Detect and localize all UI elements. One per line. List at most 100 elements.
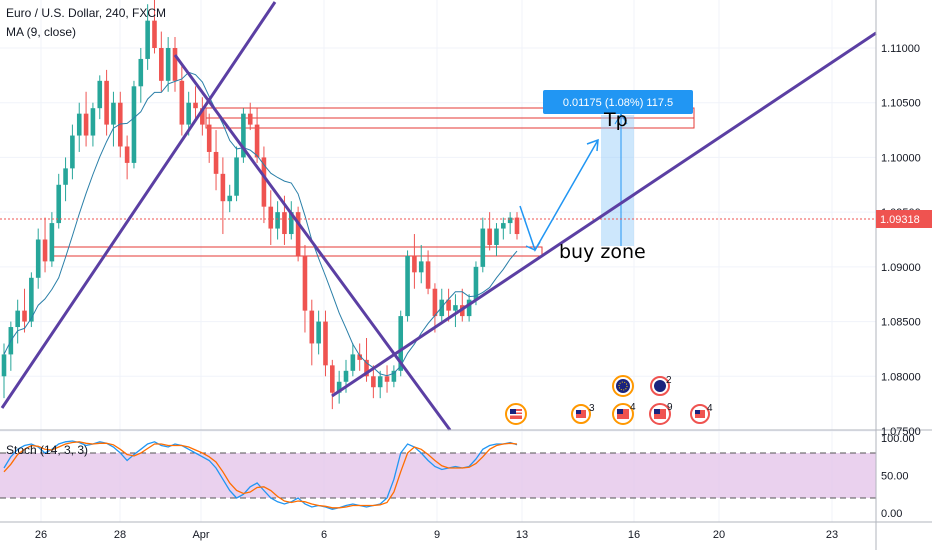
measure-box[interactable] <box>601 115 634 246</box>
candle <box>90 102 96 147</box>
measure-label: 0.01175 (1.08%) 117.5 <box>563 97 673 109</box>
candles <box>1 0 520 410</box>
candle <box>234 146 239 202</box>
stoch-d-line <box>3 441 518 509</box>
measure-label-bg <box>543 90 693 114</box>
stoch-tick-label: 50.00 <box>881 471 909 483</box>
candle <box>56 173 62 229</box>
time-axis[interactable]: 26 28 Apr 6 9 13 16 20 23 <box>35 529 838 541</box>
candle <box>22 288 27 333</box>
candle <box>70 124 75 180</box>
candle <box>432 283 438 333</box>
event-badge-eu-flag[interactable]: 2 <box>650 375 672 396</box>
time-tick-label: 23 <box>826 529 838 541</box>
event-badge-us-flag[interactable]: 9 <box>649 402 673 425</box>
candle <box>104 69 109 136</box>
candle <box>371 365 376 399</box>
candle <box>439 288 445 322</box>
symbol-title: Euro / U.S. Dollar, 240, FXCM <box>6 6 167 20</box>
tp-label[interactable]: Tp <box>603 109 628 131</box>
time-tick-label: 28 <box>114 529 126 541</box>
candle <box>473 261 479 306</box>
candle <box>391 365 397 388</box>
candle <box>288 201 294 240</box>
ma-legend[interactable]: MA (9, close) <box>6 25 76 39</box>
candle <box>247 102 253 131</box>
candle <box>501 217 506 240</box>
time-tick-label: 6 <box>321 529 327 541</box>
current-price-tag <box>876 210 932 228</box>
projection-arrow-head-1 <box>525 241 541 251</box>
candle <box>487 212 492 251</box>
event-badge-us-flag[interactable]: 4 <box>690 403 713 424</box>
buy-zone-label[interactable]: buy zone <box>559 241 646 263</box>
candle <box>405 250 410 322</box>
candle <box>179 64 185 136</box>
candle <box>330 359 335 410</box>
candle <box>377 370 383 399</box>
price-tick-label: 1.09000 <box>881 262 921 274</box>
projection-path[interactable] <box>519 139 599 252</box>
candle <box>507 212 513 235</box>
symbol-legend[interactable]: Euro / U.S. Dollar, 240, FXCM <box>6 6 166 20</box>
price-tick-label: 1.10500 <box>881 98 921 110</box>
time-tick-label: 9 <box>434 529 440 541</box>
candle <box>8 321 14 371</box>
price-axis[interactable]: 1.110001.105001.100001.095001.090001.085… <box>881 43 921 438</box>
candle <box>350 343 356 377</box>
candle <box>309 299 315 366</box>
candle <box>227 184 233 213</box>
candle <box>63 157 68 202</box>
candle <box>152 0 157 54</box>
candle <box>494 223 499 256</box>
trendline-rising-right[interactable] <box>331 31 877 398</box>
candle <box>117 91 123 158</box>
candle <box>172 37 178 92</box>
event-badges: 3 4 2 9 4 <box>505 375 713 425</box>
candle <box>97 75 103 120</box>
candle <box>302 244 308 333</box>
ma-line <box>3 71 518 377</box>
price-tick-label: 1.08000 <box>881 371 921 383</box>
event-badge-count: 4 <box>630 402 636 413</box>
candle <box>138 48 144 103</box>
stoch-tick-label: 100.00 <box>881 433 915 445</box>
candle <box>446 288 451 322</box>
candle <box>206 113 212 163</box>
stoch-legend[interactable]: Stoch (14, 3, 3) <box>6 443 88 457</box>
candle <box>35 228 41 289</box>
event-badge-count: 2 <box>666 375 672 386</box>
event-badge-us-flag[interactable] <box>505 403 527 425</box>
trendline-rising-left[interactable] <box>0 1 277 409</box>
event-badge-eu-flag[interactable] <box>612 375 634 397</box>
event-badge-us-flag[interactable]: 3 <box>571 403 595 424</box>
candle <box>49 212 55 267</box>
candle <box>316 310 321 355</box>
stoch-band <box>0 453 876 498</box>
candle <box>159 31 164 92</box>
candle <box>241 108 246 163</box>
price-tick-label: 1.07500 <box>881 426 921 438</box>
candle <box>459 288 465 322</box>
candle <box>261 146 267 224</box>
projection-arrow-head-2 <box>586 138 599 152</box>
candle <box>418 244 424 284</box>
candle <box>193 86 198 120</box>
stoch-tick-label: 0.00 <box>881 508 902 520</box>
event-badge-us-flag[interactable]: 4 <box>612 402 636 425</box>
candle <box>76 102 82 152</box>
stoch-title: Stoch (14, 3, 3) <box>6 443 89 457</box>
candle <box>295 206 301 262</box>
stoch-axis[interactable]: 100.00 50.00 0.00 <box>881 433 915 520</box>
candle <box>42 217 48 273</box>
candle <box>268 190 274 245</box>
time-tick-label: 26 <box>35 529 47 541</box>
candle <box>336 370 342 404</box>
time-tick-label: 13 <box>516 529 528 541</box>
candle <box>453 294 458 328</box>
time-tick-label: 20 <box>713 529 725 541</box>
trendline-falling[interactable] <box>173 54 452 431</box>
candle <box>124 135 130 180</box>
time-tick-label: Apr <box>192 529 209 541</box>
